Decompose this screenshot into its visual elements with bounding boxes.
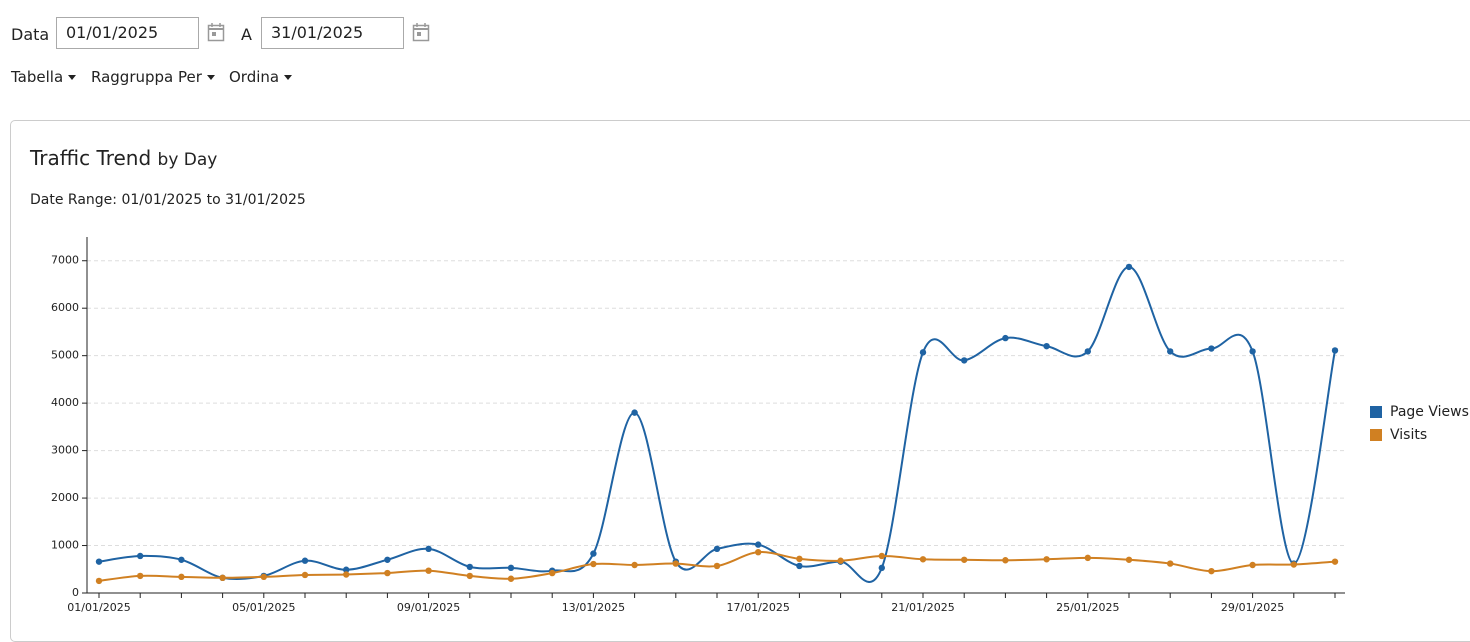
chart: 0 1000 2000 3000 4000 5000 6000 7000 01/01/2025 0… <box>51 237 1469 614</box>
y-tick-label: 0 <box>72 586 79 599</box>
data-point <box>1167 348 1174 355</box>
data-point <box>1331 558 1339 565</box>
data-point <box>95 558 103 565</box>
data-point <box>549 569 556 577</box>
chart-title-row: Traffic Trend by Day <box>30 146 217 170</box>
data-point <box>1208 345 1215 352</box>
legend-swatch <box>1370 406 1382 418</box>
calendar-icon[interactable] <box>412 22 430 42</box>
data-point <box>384 556 391 563</box>
y-tick-label: 3000 <box>51 444 79 457</box>
data-point <box>1084 554 1092 562</box>
y-tick-label: 4000 <box>51 396 79 409</box>
data-point <box>301 571 309 579</box>
menu-dropdown[interactable]: Raggruppa Per <box>91 68 215 86</box>
data-point <box>1002 557 1009 564</box>
data-point <box>137 572 144 580</box>
data-point <box>425 567 432 574</box>
data-point <box>301 557 309 564</box>
data-point <box>260 573 267 581</box>
data-point <box>672 560 679 567</box>
menu-dropdown[interactable]: Tabella <box>11 68 76 86</box>
data-point <box>631 409 638 416</box>
series-line <box>98 265 1336 583</box>
data-point <box>137 552 144 560</box>
x-tick-label: 21/01/2025 <box>891 601 954 614</box>
data-point <box>796 555 803 563</box>
data-point <box>507 564 515 572</box>
data-point <box>384 569 391 577</box>
legend-label: Visits <box>1390 427 1427 443</box>
x-tick-label: 13/01/2025 <box>562 601 625 614</box>
data-point <box>1125 556 1133 563</box>
data-point <box>1002 334 1009 342</box>
data-point <box>590 550 597 557</box>
data-point <box>919 556 927 563</box>
data-point <box>1167 560 1174 567</box>
data-point <box>466 572 473 580</box>
data-point <box>1208 567 1215 575</box>
data-point <box>219 574 226 582</box>
calendar-icon[interactable] <box>207 22 225 42</box>
data-point <box>95 577 103 585</box>
data-point <box>755 548 762 556</box>
data-point <box>178 573 185 581</box>
from-date-input[interactable]: 01/01/2025 <box>56 17 199 49</box>
data-point <box>178 556 185 563</box>
data-point <box>425 545 432 553</box>
data-point <box>631 561 638 569</box>
data-point <box>343 566 350 573</box>
data-point <box>1249 561 1256 569</box>
y-tick-label: 1000 <box>51 539 79 552</box>
x-tick-label: 09/01/2025 <box>397 601 460 614</box>
data-point <box>466 563 473 571</box>
y-tick-label: 6000 <box>51 301 79 314</box>
data-point <box>713 545 721 553</box>
from-label: Data <box>11 25 50 44</box>
chart-title: Traffic Trend <box>30 146 152 170</box>
legend-label: Page Views <box>1390 404 1469 420</box>
data-point <box>878 552 885 560</box>
data-point <box>590 560 597 568</box>
data-point <box>961 556 968 563</box>
date-range: Date Range: 01/01/2025 to 31/01/2025 <box>30 192 306 208</box>
data-point <box>1084 348 1092 355</box>
data-point <box>343 571 350 578</box>
x-tick-label: 29/01/2025 <box>1221 601 1284 614</box>
data-point <box>1125 263 1133 271</box>
page: {"filters": {"from_label": "Data", "from… <box>0 0 1470 628</box>
data-point <box>961 357 968 364</box>
data-point <box>1331 347 1339 354</box>
to-label: A <box>241 25 252 44</box>
y-tick-label: 2000 <box>51 491 79 504</box>
data-point <box>878 564 885 572</box>
data-point <box>1043 342 1050 350</box>
x-tick-label: 01/01/2025 <box>67 601 130 614</box>
legend-swatch <box>1370 429 1382 441</box>
to-date-input[interactable]: 31/01/2025 <box>261 17 404 49</box>
data-point <box>507 575 515 582</box>
y-tick-label: 5000 <box>51 349 79 362</box>
menu-dropdown[interactable]: Ordina <box>229 68 292 86</box>
data-point <box>713 562 721 570</box>
y-tick-label: 7000 <box>51 254 79 267</box>
data-point <box>1043 556 1050 563</box>
data-point <box>796 562 803 570</box>
data-point <box>1290 561 1298 568</box>
x-tick-label: 05/01/2025 <box>232 601 295 614</box>
data-point <box>755 541 762 548</box>
data-point <box>919 349 927 356</box>
data-point <box>837 557 844 564</box>
x-tick-label: 17/01/2025 <box>726 601 789 614</box>
data-point <box>1249 348 1256 355</box>
chart-subtitle: by Day <box>157 150 218 170</box>
x-tick-label: 25/01/2025 <box>1056 601 1119 614</box>
